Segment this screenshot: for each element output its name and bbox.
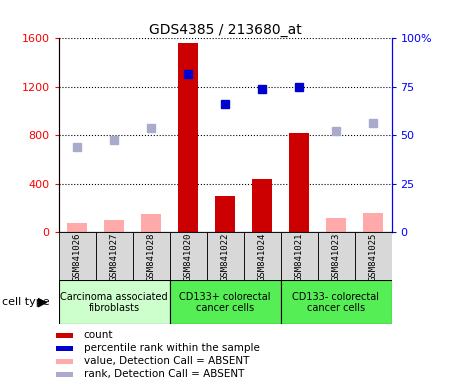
Text: GSM841022: GSM841022	[220, 232, 230, 280]
Bar	[289, 133, 309, 232]
Text: GSM841024: GSM841024	[257, 232, 266, 280]
Text: percentile rank within the sample: percentile rank within the sample	[84, 343, 260, 353]
Text: GSM841028: GSM841028	[147, 232, 156, 280]
Text: GSM841026: GSM841026	[72, 232, 81, 280]
Bar	[280, 232, 318, 280]
Text: GSM841025: GSM841025	[369, 232, 378, 280]
Bar	[132, 232, 170, 280]
Text: GSM841023: GSM841023	[332, 232, 341, 280]
Bar	[355, 232, 392, 280]
Bar	[67, 223, 87, 232]
Text: CD133- colorectal
cancer cells: CD133- colorectal cancer cells	[292, 291, 379, 313]
Bar	[56, 333, 73, 338]
Text: Carcinoma associated
fibroblasts: Carcinoma associated fibroblasts	[60, 291, 168, 313]
Bar	[141, 214, 161, 232]
Bar	[58, 280, 170, 324]
Text: cell type: cell type	[2, 297, 50, 308]
Bar	[178, 43, 198, 232]
Bar	[170, 232, 207, 280]
Text: count: count	[84, 330, 113, 340]
Bar	[326, 218, 346, 232]
Text: GSM841027: GSM841027	[109, 232, 118, 280]
Bar	[170, 280, 280, 324]
Bar	[207, 232, 243, 280]
Bar	[58, 232, 95, 280]
Title: GDS4385 / 213680_at: GDS4385 / 213680_at	[148, 23, 302, 37]
Text: ▶: ▶	[38, 296, 48, 309]
Bar	[56, 372, 73, 377]
Bar	[363, 213, 383, 232]
Bar	[318, 232, 355, 280]
Bar	[252, 179, 272, 232]
Bar	[243, 232, 280, 280]
Bar	[280, 280, 392, 324]
Bar	[56, 346, 73, 351]
Bar	[215, 196, 235, 232]
Text: CD133+ colorectal
cancer cells: CD133+ colorectal cancer cells	[179, 291, 271, 313]
Bar	[56, 359, 73, 364]
Text: rank, Detection Call = ABSENT: rank, Detection Call = ABSENT	[84, 369, 244, 379]
Text: value, Detection Call = ABSENT: value, Detection Call = ABSENT	[84, 356, 249, 366]
Text: GSM841020: GSM841020	[184, 232, 193, 280]
Bar	[95, 232, 132, 280]
Text: GSM841021: GSM841021	[294, 232, 303, 280]
Bar	[104, 220, 124, 232]
